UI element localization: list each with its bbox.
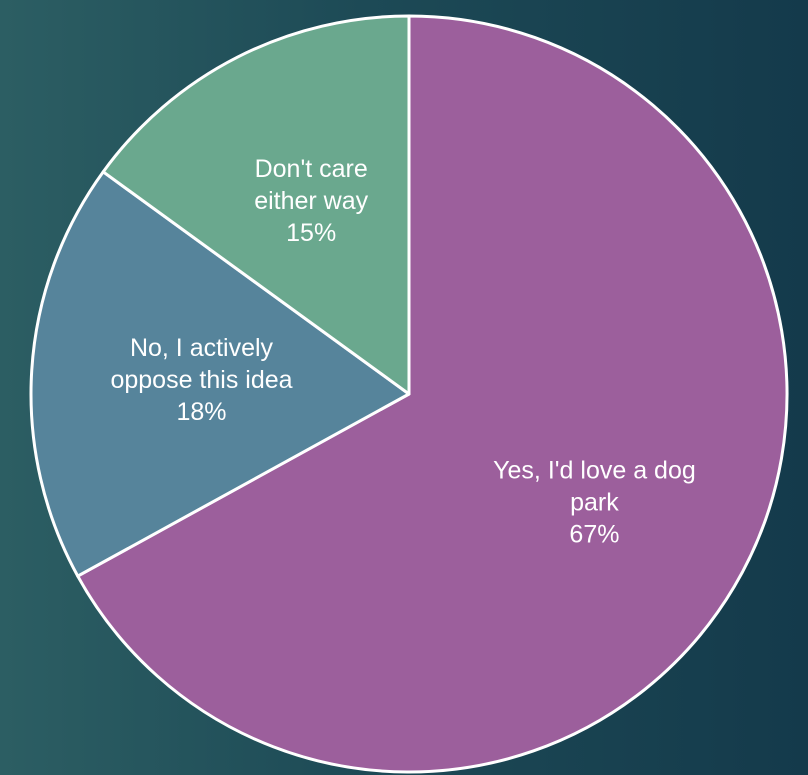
pie-slice-percent: 15% [286, 219, 336, 247]
pie-slice-percent: 18% [176, 398, 226, 426]
pie-slice-label-3: Don't care either way 15% [254, 155, 368, 247]
pie-slice-1 [76, 14, 789, 774]
pie-slice-3 [101, 14, 411, 396]
pie-slice-label-line: oppose this idea [110, 366, 292, 394]
pie-slice-label-line: either way [254, 187, 368, 215]
pie-slice-label-line: park [570, 488, 619, 516]
pie-slices [29, 14, 789, 774]
pie-labels: Yes, I'd love a dog park 67% No, I actively… [110, 155, 695, 549]
pie-slice-label-line: Yes, I'd love a dog [493, 456, 696, 484]
pie-slice-label-line: No, I actively [130, 334, 274, 362]
pie-slice-label-2: No, I actively oppose this idea 18% [110, 334, 292, 426]
pie-slice-label-line: Don't care [255, 155, 368, 183]
pie-slice-2 [29, 170, 411, 578]
pie-slice-percent: 67% [569, 520, 619, 548]
pie-slice-label-1: Yes, I'd love a dog park 67% [493, 456, 696, 548]
